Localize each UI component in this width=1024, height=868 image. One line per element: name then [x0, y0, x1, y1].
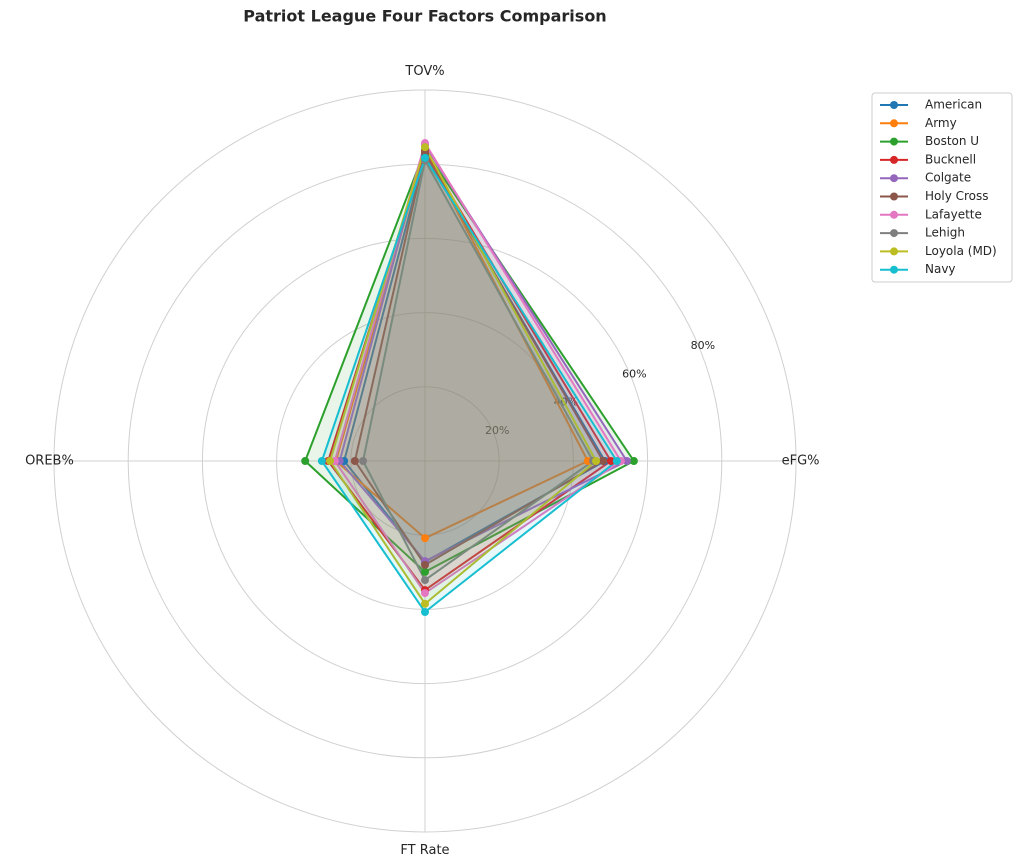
legend-label: Colgate — [925, 171, 971, 185]
point — [421, 560, 429, 569]
point — [301, 457, 310, 465]
point — [629, 457, 638, 465]
point — [592, 457, 601, 465]
legend-label: Bucknell — [925, 152, 976, 166]
point — [317, 457, 326, 465]
legend-marker — [890, 101, 898, 109]
legend-label: Navy — [925, 262, 956, 276]
r-tick-label: 20% — [485, 424, 509, 437]
legend-marker — [890, 247, 898, 256]
legend-marker — [890, 119, 898, 128]
legend-box — [871, 92, 1013, 283]
r-tick-label: 60% — [622, 367, 646, 380]
point — [359, 457, 368, 465]
legend-label: Army — [925, 116, 957, 130]
point — [612, 457, 621, 465]
point — [421, 153, 429, 162]
legend-label: Lafayette — [925, 207, 982, 221]
legend-marker — [890, 265, 898, 274]
legend-label: Loyola (MD) — [925, 244, 997, 258]
outer-ring — [53, 89, 797, 833]
category-label: FT Rate — [400, 843, 449, 858]
point — [606, 457, 615, 465]
legend-label: Boston U — [925, 134, 979, 148]
legend-marker — [890, 137, 898, 146]
category-label: eFG% — [782, 454, 820, 469]
legend-label: Lehigh — [925, 226, 965, 240]
point — [421, 534, 429, 543]
point — [421, 567, 429, 576]
category-label: TOV% — [404, 64, 444, 79]
point — [622, 457, 631, 465]
point — [326, 457, 335, 465]
point — [421, 599, 429, 608]
legend-marker — [890, 155, 898, 164]
point — [421, 607, 429, 616]
point — [599, 457, 608, 465]
legend-label: American — [925, 98, 982, 112]
point — [350, 457, 359, 465]
legend-marker — [890, 229, 898, 238]
legend-label: Holy Cross — [925, 189, 989, 203]
legend-marker — [890, 174, 898, 183]
point — [421, 143, 429, 152]
chart-title: Patriot League Four Factors Comparison — [243, 7, 606, 26]
legend-marker — [890, 210, 898, 219]
r-tick-label: 80% — [691, 339, 715, 352]
point — [421, 576, 429, 585]
category-label: OREB% — [25, 454, 74, 469]
legend-marker — [890, 192, 898, 201]
point — [421, 589, 429, 598]
